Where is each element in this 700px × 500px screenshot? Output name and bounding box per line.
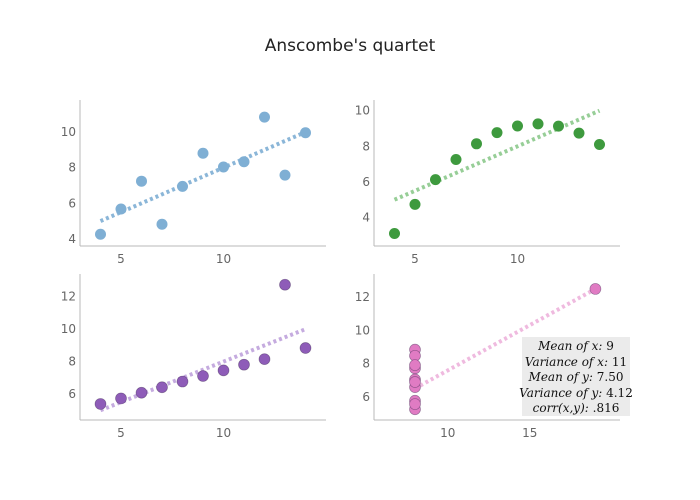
panel-3-data-point[interactable]: [94, 398, 107, 410]
panel-3-data-point[interactable]: [115, 392, 127, 405]
panel-3-data-point[interactable]: [176, 375, 189, 388]
stat-mean-x-value: 9: [606, 339, 614, 353]
panel-1-data-point[interactable]: [300, 127, 311, 139]
panel-2-data-point[interactable]: [553, 120, 564, 132]
stat-correlation-value: .816: [593, 401, 620, 415]
stat-correlation: corr(x,y): .816: [533, 401, 620, 415]
panel-3-y-tick-label: 10: [61, 322, 76, 336]
panel-2-data-point[interactable]: [430, 174, 441, 186]
panel-2-y-tick-label: 6: [362, 175, 370, 189]
panel-2-y-tick-label: 4: [362, 211, 370, 225]
panel-4-fit-line: [414, 287, 597, 391]
panel-2-data-point[interactable]: [471, 138, 482, 150]
panel-1: 5 10 4 6 8 10: [61, 100, 326, 266]
panel-2-data-point[interactable]: [512, 120, 523, 132]
panel-4-data-point[interactable]: [589, 283, 602, 295]
panel-1-y-tick-label: 10: [61, 125, 76, 139]
panel-2-data-point[interactable]: [409, 198, 421, 210]
panel-3-x-tick-label: 5: [117, 426, 125, 440]
stat-variance-x-value: 11: [612, 355, 627, 369]
panel-2-data-point[interactable]: [389, 228, 400, 240]
panel-2-x-tick-label: 5: [411, 252, 419, 266]
panel-1-data-point[interactable]: [279, 169, 291, 181]
panel-1-y-tick-label: 8: [68, 161, 76, 175]
panel-4-data-point[interactable]: [409, 359, 421, 371]
panel-4-y-tick-label: 12: [355, 290, 370, 304]
stat-mean-x-label: Mean of x:: [537, 339, 602, 353]
stat-variance-x: Variance of x: 11: [525, 355, 627, 369]
panel-4-data-point[interactable]: [409, 398, 421, 410]
panel-2-x-tick-label: 10: [510, 252, 525, 266]
panel-3-data-point[interactable]: [156, 381, 168, 394]
panel-4-y-tick-label: 8: [362, 357, 370, 371]
panel-1-data-point[interactable]: [197, 147, 209, 159]
panel-1-x-tick-label: 10: [216, 252, 231, 266]
statistics-box-background: [522, 337, 630, 416]
panel-2-fit-line: [393, 108, 601, 202]
panel-4-x-tick-label: 10: [440, 426, 455, 440]
panel-2-data-point[interactable]: [491, 127, 503, 139]
panel-3-y-tick-label: 6: [68, 387, 76, 401]
stat-variance-y-value: 4.12: [606, 386, 633, 400]
panel-1-fit-line: [99, 130, 307, 223]
panel-1-x-tick-label: 5: [117, 252, 125, 266]
stat-variance-x-label: Variance of x:: [525, 355, 608, 369]
panel-2-data-point[interactable]: [594, 139, 605, 151]
stat-mean-y: Mean of y: 7.50: [528, 370, 624, 384]
panel-1-data-point[interactable]: [259, 111, 270, 123]
panel-3-y-tick-label: 12: [61, 290, 76, 304]
panel-4: 10 15 6 8 10 12: [355, 274, 620, 440]
panel-4-x-tick-label: 15: [522, 426, 537, 440]
panel-2: 5 10 4 6 8 10: [355, 100, 620, 266]
panel-4-data-point[interactable]: [409, 376, 421, 388]
panel-3-data-point[interactable]: [299, 342, 312, 354]
panel-3-y-tick-label: 8: [68, 355, 76, 369]
panel-1-data-point[interactable]: [95, 228, 106, 240]
chart-title: Anscombe's quartet: [265, 36, 436, 56]
stat-variance-y-label: Variance of y:: [519, 386, 602, 400]
panel-1-data-point[interactable]: [238, 156, 250, 168]
stat-variance-y: Variance of y: 4.12: [519, 386, 633, 400]
stat-mean-y-label: Mean of y:: [528, 370, 593, 384]
panel-2-data-point[interactable]: [573, 127, 585, 139]
panel-3-data-point[interactable]: [258, 353, 271, 366]
panel-1-y-tick-label: 4: [68, 232, 76, 246]
panel-2-y-tick-label: 10: [355, 104, 370, 118]
panel-1-data-point[interactable]: [218, 161, 229, 173]
panel-4-y-tick-label: 10: [355, 323, 370, 337]
panel-1-data-point[interactable]: [115, 203, 127, 215]
panel-4-y-tick-label: 6: [362, 390, 370, 404]
stat-mean-y-value: 7.50: [597, 370, 624, 384]
panel-3-fit-line: [99, 327, 307, 413]
stat-correlation-label: corr(x,y):: [533, 401, 589, 415]
panel-3: 5 10 6 8 10 12: [61, 274, 326, 440]
panel-3-x-tick-label: 10: [216, 426, 231, 440]
panel-3-data-point[interactable]: [197, 370, 209, 382]
stat-mean-x: Mean of x: 9: [537, 339, 614, 353]
panel-1-data-point[interactable]: [136, 175, 147, 187]
panel-3-data-point[interactable]: [135, 386, 148, 399]
statistics-annotation: Mean of x: 9 Variance of x: 11 Mean of y…: [519, 337, 633, 416]
panel-3-data-point[interactable]: [238, 358, 250, 371]
panel-1-data-point[interactable]: [177, 180, 188, 192]
panel-2-data-point[interactable]: [450, 153, 462, 165]
panel-3-data-point[interactable]: [279, 278, 291, 291]
panel-3-data-point[interactable]: [217, 364, 230, 377]
panel-1-data-point[interactable]: [156, 218, 168, 230]
panel-2-data-point[interactable]: [532, 118, 544, 130]
panel-2-y-tick-label: 8: [362, 139, 370, 153]
panel-1-y-tick-label: 6: [68, 196, 76, 210]
